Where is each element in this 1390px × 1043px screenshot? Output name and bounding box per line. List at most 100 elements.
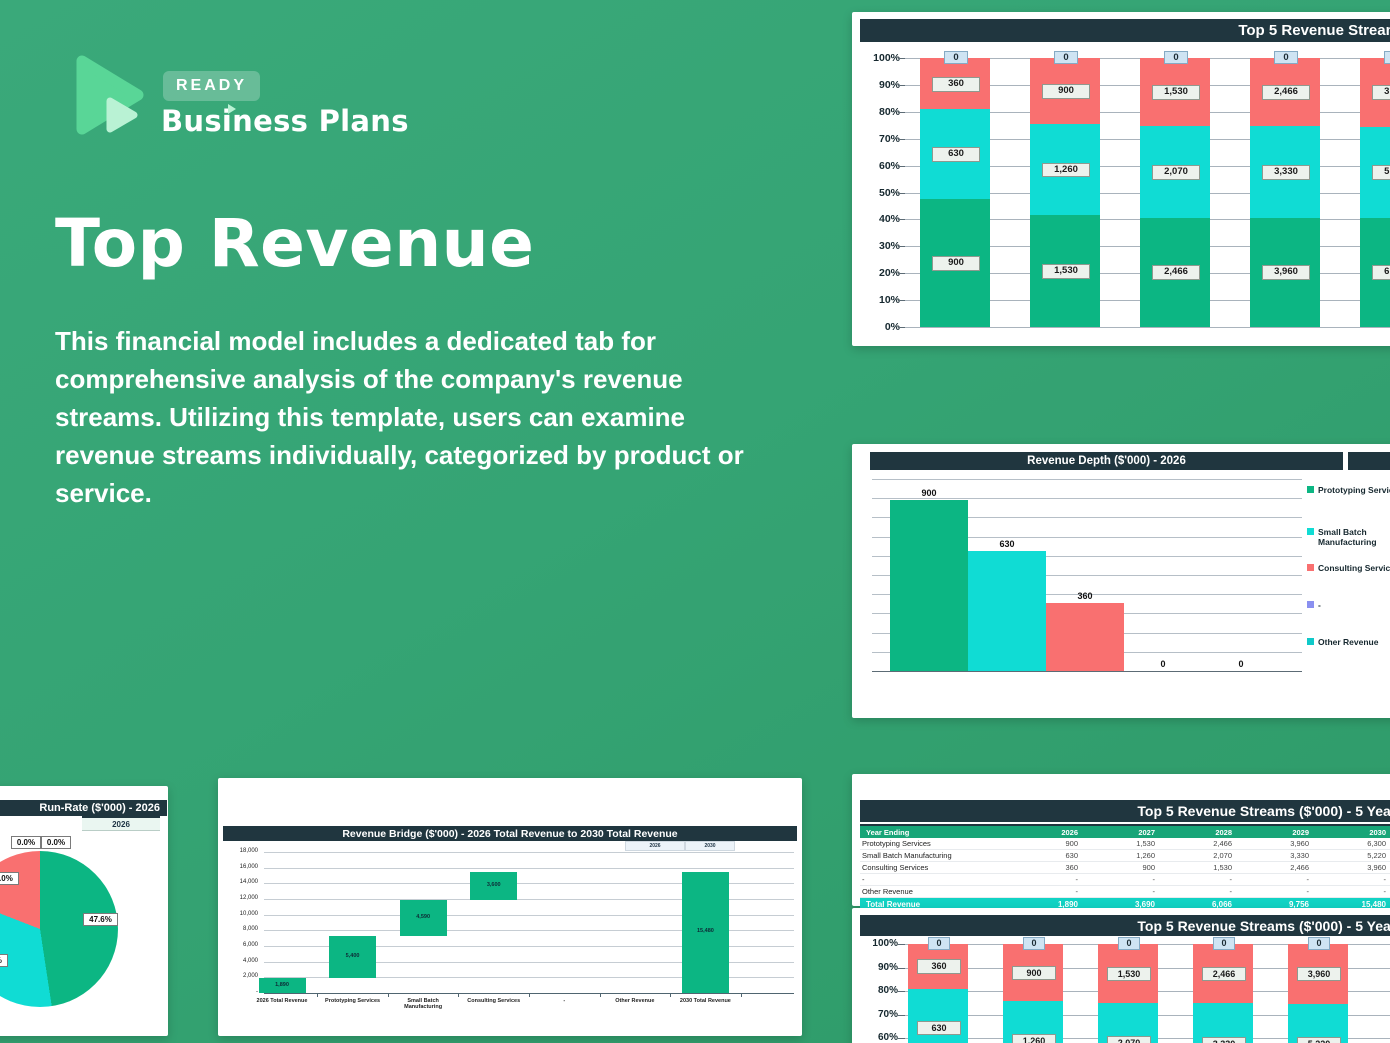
gridline	[872, 536, 1302, 538]
data-label: 0	[1160, 659, 1166, 669]
axis-tick	[458, 993, 460, 997]
waterfall-bar	[681, 871, 729, 993]
y-axis-tick-label: 16,000	[239, 863, 258, 870]
pie-data-label: 19.0%	[0, 872, 19, 885]
legend-item: Other Revenue	[1307, 637, 1390, 647]
axis-tick	[898, 219, 905, 221]
data-label: 1,260	[1042, 162, 1090, 178]
data-label-zero: 0	[1054, 51, 1078, 65]
y-axis-tick-label: 100%	[872, 938, 898, 949]
y-axis-tick-label: 90%	[878, 78, 900, 91]
y-axis-tick-label: 10,000	[239, 910, 258, 917]
value-cell: 6,066	[1161, 897, 1238, 911]
legend-item: Prototyping Services	[1307, 485, 1390, 495]
axis-tick	[898, 58, 905, 59]
value-cell: 900	[1007, 838, 1084, 850]
data-label: 3,960	[1372, 85, 1390, 101]
value-cell: 6,300	[1315, 838, 1390, 850]
gridline	[872, 555, 1302, 557]
row-label-cell: Prototyping Services	[860, 838, 1007, 850]
y-axis-tick-label: 14,000	[239, 879, 258, 886]
data-label: 1,530	[1107, 966, 1151, 981]
revenue-table: Year Ending 2026 2027 2028 2029 2030 Prototypi…	[860, 824, 1390, 911]
chart-title-bar: Run-Rate ($'000) - 2026	[0, 800, 167, 816]
value-cell: 5,220	[1315, 849, 1390, 862]
gridline	[872, 517, 1302, 519]
pie-data-label: 47.6%	[83, 913, 118, 926]
value-cell: -	[1007, 885, 1084, 898]
chart-title-bar: Top 5 Revenue Streams ($'000) - 5 Years	[860, 19, 1390, 42]
legend-swatch	[1307, 564, 1314, 571]
y-axis-tick-label: 80%	[877, 985, 898, 996]
axis-tick	[898, 246, 905, 248]
table-title-bar: Top 5 Revenue Streams ($'000) - 5 Years	[860, 800, 1390, 822]
value-cell: 1,890	[1007, 897, 1084, 911]
legend-item: -	[1307, 600, 1390, 610]
pie-chart-area: 47.6% 33.3% 19.0% 0.0%0.0%	[0, 786, 168, 1036]
x-axis-category-label: Consulting Services	[467, 998, 521, 1004]
hero-title: Top Revenue	[55, 205, 535, 282]
legend-label: Prototyping Services	[1318, 485, 1390, 495]
axis-tick	[898, 273, 905, 275]
value-cell: 2,466	[1238, 861, 1315, 874]
data-label: 2,070	[1152, 164, 1200, 180]
data-label: 5,220	[1297, 1036, 1341, 1043]
x-axis-category-label: Small Batch Manufacturing	[404, 998, 443, 1010]
value-cell: 3,330	[1238, 849, 1315, 862]
legend-item: Consulting Services	[1307, 563, 1390, 573]
y-axis-tick-label: 12,000	[239, 895, 258, 901]
value-cell: 630	[1007, 849, 1084, 862]
chart-title: Run-Rate ($'000) - 2026	[39, 802, 160, 814]
ready-badge: READY	[163, 71, 261, 101]
value-cell: 3,960	[1315, 861, 1390, 874]
stacked-column-chart: 100%90%80%70%60%50%40%30%20%10%0%9006303…	[852, 908, 1390, 1043]
data-label: 630	[932, 147, 980, 162]
axis-tick	[898, 138, 905, 140]
data-label: 900	[1042, 83, 1090, 99]
chart-title: Revenue Depth ($'000) - 2026	[1027, 455, 1186, 467]
value-cell: 3,690	[1084, 897, 1161, 911]
value-cell: 9,756	[1238, 897, 1315, 911]
data-label: 5,400	[345, 953, 360, 960]
legend-item: Small Batch Manufacturing	[1307, 527, 1390, 547]
gridline	[905, 327, 1390, 328]
data-label: 360	[932, 76, 980, 92]
y-axis-tick-label: 90%	[877, 961, 898, 973]
chart-card-top-streams: Top 5 Revenue Streams ($'000) - 5 Years …	[852, 12, 1390, 346]
legend-label: Consulting Services	[1318, 563, 1390, 573]
value-cell: 1,530	[1084, 838, 1161, 850]
bar	[968, 551, 1046, 671]
data-label: 630	[917, 1020, 961, 1036]
value-cell: 900	[1084, 861, 1161, 874]
y-axis-tick-label: 30%	[878, 240, 900, 253]
waterfall-chart: 18,000 16,000 14,000 12,000 10,000 8,000 6,000…	[218, 778, 802, 1036]
chart-card-run-rate: Run-Rate ($'000) - 2026 2026 47.6% 33.3% 1…	[0, 786, 168, 1036]
period-header-cell: 2030	[685, 841, 735, 851]
y-axis-tick-label: -	[256, 989, 258, 995]
y-axis-tick-label: 10%	[878, 294, 900, 307]
chart-title: Revenue Bridge ($'000) - 2026 Total Reve…	[342, 827, 678, 840]
axis-tick	[740, 993, 742, 997]
data-label: 2,466	[1262, 84, 1310, 100]
row-label-cell: Consulting Services	[860, 861, 1007, 874]
pie-data-label: 0.0%	[11, 836, 41, 849]
table-total-row: Total Revenue 1,890 3,690 6,066 9,756 15,480	[860, 897, 1390, 911]
chart-card-revenue-depth: Revenue Depth ($'000) - 2026 900 630 360 0 0…	[852, 444, 1390, 718]
value-cell: 15,480	[1315, 897, 1390, 911]
brand-logo: READY Business Plans	[0, 0, 460, 160]
value-cell: 1,530	[1161, 861, 1238, 874]
legend-label: Other Revenue	[1318, 637, 1379, 647]
row-label-cell: Year Ending	[860, 826, 1007, 838]
legend-label: Small Batch Manufacturing	[1318, 527, 1377, 548]
value-cell: 2,466	[1161, 838, 1238, 850]
table-card-top-streams: Top 5 Revenue Streams ($'000) - 5 Years …	[852, 774, 1390, 911]
row-label-cell: -	[860, 873, 1007, 886]
data-label: 630	[999, 539, 1015, 550]
waterfall-bar	[329, 935, 377, 979]
data-label: 2,070	[1107, 1036, 1151, 1043]
value-cell: 2027	[1084, 826, 1161, 838]
bar-segment	[1288, 1004, 1348, 1043]
axis-tick	[387, 993, 389, 997]
gridline	[872, 594, 1302, 596]
